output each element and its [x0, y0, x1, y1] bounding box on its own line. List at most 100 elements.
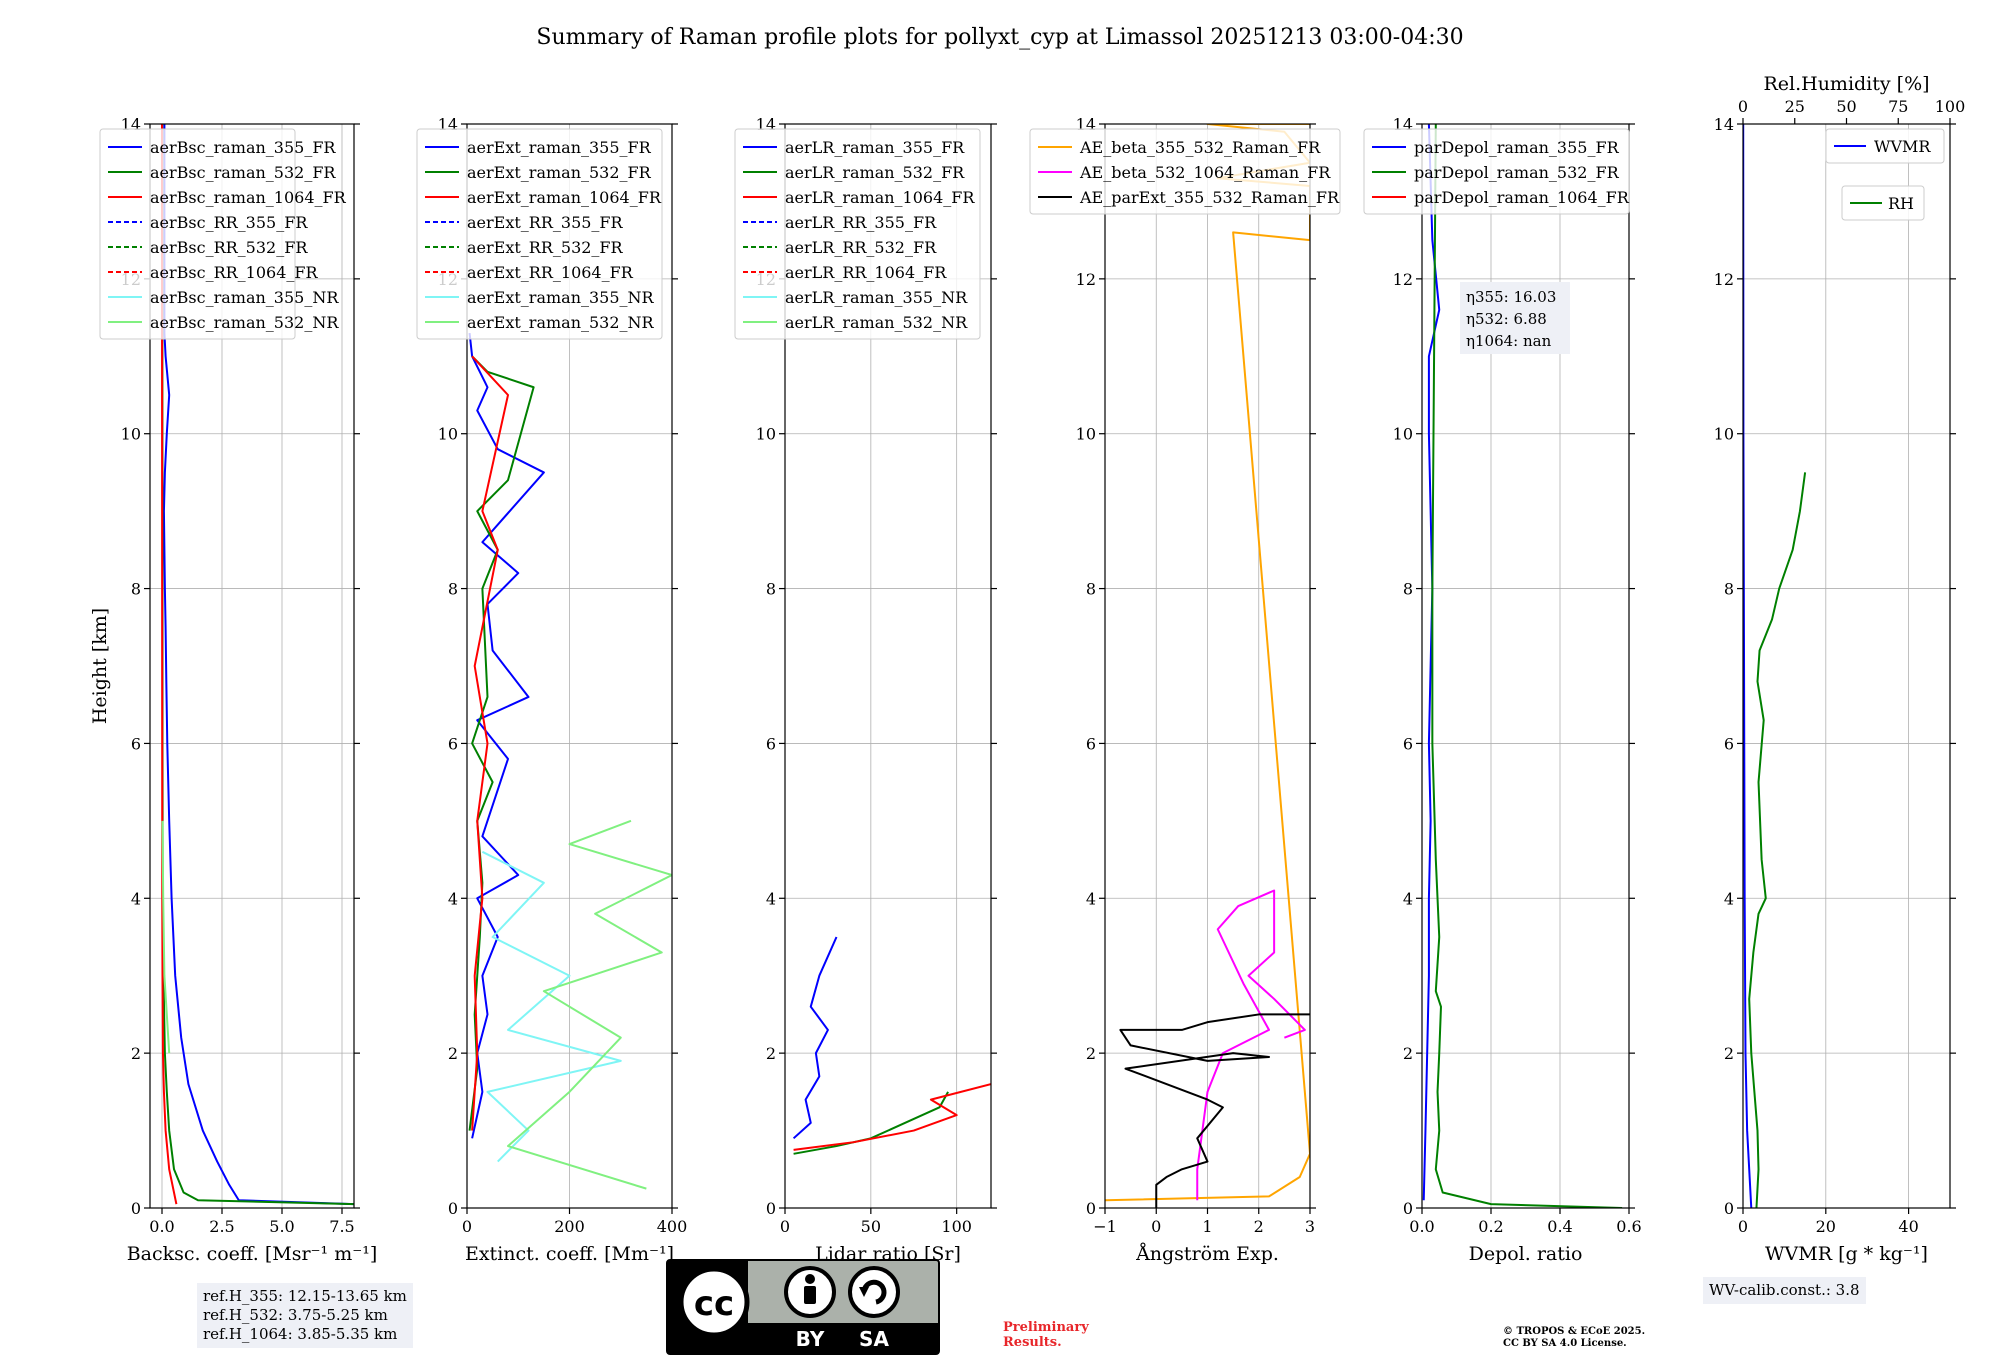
- top-xtick-label-rh: 100: [1935, 97, 1966, 116]
- legend-entry: aerLR_RR_355_FR: [785, 213, 937, 232]
- sa-share-alike-icon: [848, 1266, 900, 1318]
- copyright-line-2: CC BY SA 4.0 License.: [1503, 1338, 1627, 1349]
- wv-calibration-constant: WV-calib.const.: 3.8: [1709, 1281, 1860, 1299]
- xtick-label-wv: 40: [1898, 1217, 1918, 1236]
- legend-entry: aerLR_raman_1064_FR: [785, 188, 975, 207]
- legend-entry: aerLR_RR_1064_FR: [785, 263, 947, 282]
- xtick-label-lr: 50: [861, 1217, 881, 1236]
- top-xtick-label-rh: 50: [1836, 97, 1856, 116]
- legend-entry: aerBsc_raman_532_NR: [150, 313, 339, 332]
- legend-entry: aerExt_raman_1064_FR: [467, 188, 662, 207]
- legend-entry: parDepol_raman_355_FR: [1414, 138, 1620, 157]
- series-parDepol_raman_532_FR: [1431, 124, 1623, 1208]
- ref-height-355: ref.H_355: 12.15-13.65 km: [203, 1287, 407, 1305]
- xtick-label-depol: 0.0: [1409, 1217, 1434, 1236]
- series-group-ext: [468, 332, 672, 1190]
- panel-ext: 024681012140200400Extinct. coeff. [Mm⁻¹]…: [416, 115, 688, 1265]
- legend-entry: AE_beta_355_532_Raman_FR: [1079, 138, 1321, 157]
- axes-frame-bsc: [149, 123, 355, 1209]
- preliminary-line-1: Preliminary: [1003, 1320, 1089, 1335]
- eta-line: η1064: nan: [1466, 332, 1552, 350]
- panel-lr: 02468101214050100Lidar ratio [Sr]aerLR_r…: [734, 115, 997, 1265]
- xtick-label-bsc: 5.0: [269, 1217, 294, 1236]
- ytick-label-lr: 2: [766, 1044, 776, 1063]
- series-aerExt_raman_355_FR: [468, 332, 545, 1139]
- ytick-label-ae: 10: [1076, 425, 1096, 444]
- xtick-label-lr: 0: [780, 1217, 790, 1236]
- ytick-label-ext: 6: [448, 734, 458, 753]
- xtick-label-depol: 0.2: [1478, 1217, 1503, 1236]
- eta-annotation: η355: 16.03 η532: 6.88 η1064: nan: [1460, 282, 1570, 354]
- ytick-label-depol: 0: [1403, 1199, 1413, 1218]
- series-AE_beta_532_1064_Raman_FR: [1196, 889, 1306, 1201]
- ytick-label-depol: 10: [1393, 425, 1413, 444]
- legend-entry: aerBsc_RR_355_FR: [150, 213, 308, 232]
- ytick-label-ae: 6: [1086, 734, 1096, 753]
- xlabel-wv: WVMR [g * kg⁻¹]: [1765, 1243, 1928, 1265]
- ytick-label-wv: 10: [1714, 425, 1734, 444]
- ytick-label-ext: 8: [448, 580, 458, 599]
- reference-heights-box: ref.H_355: 12.15-13.65 km ref.H_532: 3.7…: [197, 1283, 413, 1348]
- legend-entry: aerBsc_RR_532_FR: [150, 238, 308, 257]
- eta-line: η355: 16.03: [1466, 288, 1556, 306]
- ytick-label-bsc: 0: [131, 1199, 141, 1218]
- ytick-label-ae: 8: [1086, 580, 1096, 599]
- xtick-label-ext: 400: [657, 1217, 688, 1236]
- legend-entry: aerLR_raman_532_FR: [785, 163, 965, 182]
- xlabel-depol: Depol. ratio: [1469, 1243, 1583, 1265]
- legend-depol: parDepol_raman_355_FR parDepol_raman_532_…: [1363, 128, 1630, 215]
- ytick-label-ae: 0: [1086, 1199, 1096, 1218]
- cc-sa-label: SA: [859, 1327, 889, 1351]
- legend-entry: parDepol_raman_1064_FR: [1414, 188, 1630, 207]
- series-aerExt_raman_355_NR: [481, 850, 622, 1163]
- legend-wv: WVMR RH: [1825, 128, 1945, 221]
- top-xlabel-rh: Rel.Humidity [%]: [1763, 73, 1929, 95]
- xtick-label-wv: 0: [1738, 1217, 1748, 1236]
- figure-title: Summary of Raman profile plots for polly…: [536, 25, 1463, 50]
- legend-entry: aerBsc_raman_532_FR: [150, 163, 336, 182]
- grid-ae: [1104, 123, 1311, 1209]
- legend-entry: aerExt_raman_355_FR: [467, 138, 652, 157]
- legend-entry: aerBsc_raman_355_FR: [150, 138, 336, 157]
- series-aerExt_raman_532_FR: [468, 355, 535, 1131]
- xtick-label-ext: 0: [462, 1217, 472, 1236]
- ytick-label-lr: 10: [756, 425, 776, 444]
- ytick-label-wv: 8: [1724, 580, 1734, 599]
- top-xtick-label-rh: 0: [1738, 97, 1748, 116]
- series-aerBsc_raman_532_NR: [161, 820, 171, 1054]
- ytick-label-wv: 6: [1724, 734, 1734, 753]
- xtick-label-wv: 20: [1816, 1217, 1836, 1236]
- legend-entry: aerLR_raman_532_NR: [785, 313, 968, 332]
- xlabel-bsc: Backsc. coeff. [Msr⁻¹ m⁻¹]: [127, 1243, 378, 1265]
- ytick-label-wv: 2: [1724, 1044, 1734, 1063]
- series-group-depol: [1422, 124, 1623, 1208]
- legend-entry: aerExt_raman_355_NR: [467, 288, 655, 307]
- legend-entry: AE_beta_532_1064_Raman_FR: [1079, 163, 1331, 182]
- copyright-line-1: © TROPOS & ECoE 2025.: [1503, 1326, 1646, 1337]
- xtick-label-bsc: 0.0: [149, 1217, 174, 1236]
- legend-entry: aerExt_raman_532_NR: [467, 313, 655, 332]
- series-RH: [1748, 472, 1807, 1208]
- legend-ext: aerExt_raman_355_FR aerExt_raman_532_FRae…: [416, 128, 663, 340]
- ytick-label-depol: 12: [1393, 270, 1413, 289]
- legend-bsc: aerBsc_raman_355_FR aerBsc_raman_532_FRae…: [99, 128, 347, 340]
- legend-entry: aerLR_raman_355_NR: [785, 288, 968, 307]
- legend-entry: aerBsc_raman_1064_FR: [150, 188, 347, 207]
- legend-entry: aerBsc_raman_355_NR: [150, 288, 339, 307]
- ytick-label-ext: 0: [448, 1199, 458, 1218]
- series-group-wv: [1743, 124, 1807, 1208]
- cc-logo-icon: [678, 1266, 750, 1338]
- ytick-label-ae: 4: [1086, 889, 1096, 908]
- xtick-label-depol: 0.6: [1616, 1217, 1641, 1236]
- legend-entry: aerLR_RR_532_FR: [785, 238, 937, 257]
- xtick-label-depol: 0.4: [1547, 1217, 1572, 1236]
- series-aerBsc_raman_355_FR: [162, 124, 354, 1206]
- ytick-label-bsc: 6: [131, 734, 141, 753]
- top-xtick-label-rh: 25: [1785, 97, 1805, 116]
- ytick-label-ext: 4: [448, 889, 458, 908]
- axes-frame-wv: [1742, 123, 1951, 1209]
